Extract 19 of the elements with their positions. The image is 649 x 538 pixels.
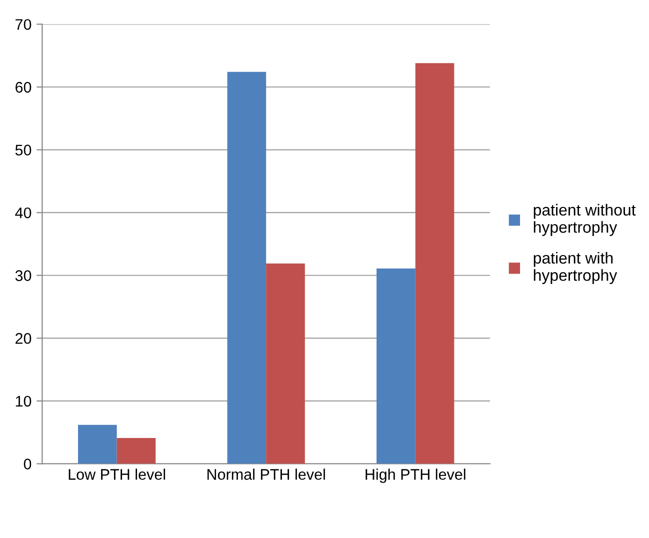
- x-tick-label: Normal PTH level: [207, 468, 325, 480]
- y-tick-label: 60: [16, 82, 32, 93]
- y-tick-label: 70: [16, 19, 32, 30]
- bar: [227, 72, 266, 464]
- y-tick-label: 40: [15, 207, 32, 218]
- y-tick-label: 50: [15, 144, 32, 156]
- bar: [376, 268, 416, 464]
- y-tick-label: 10: [16, 396, 32, 407]
- y-tick-label: 30: [15, 270, 32, 282]
- bar: [78, 424, 117, 464]
- bar: [116, 438, 156, 464]
- x-tick-label: Low PTH level: [68, 468, 166, 480]
- bar: [266, 263, 305, 464]
- bar: [415, 63, 454, 464]
- x-tick-label: High PTH level: [366, 468, 466, 483]
- legend-label: patient without hypertrophy: [534, 204, 636, 236]
- legend-label: patient with hypertrophy: [534, 252, 618, 284]
- y-tick-label: 20: [16, 333, 32, 344]
- y-tick-label: 0: [24, 458, 32, 470]
